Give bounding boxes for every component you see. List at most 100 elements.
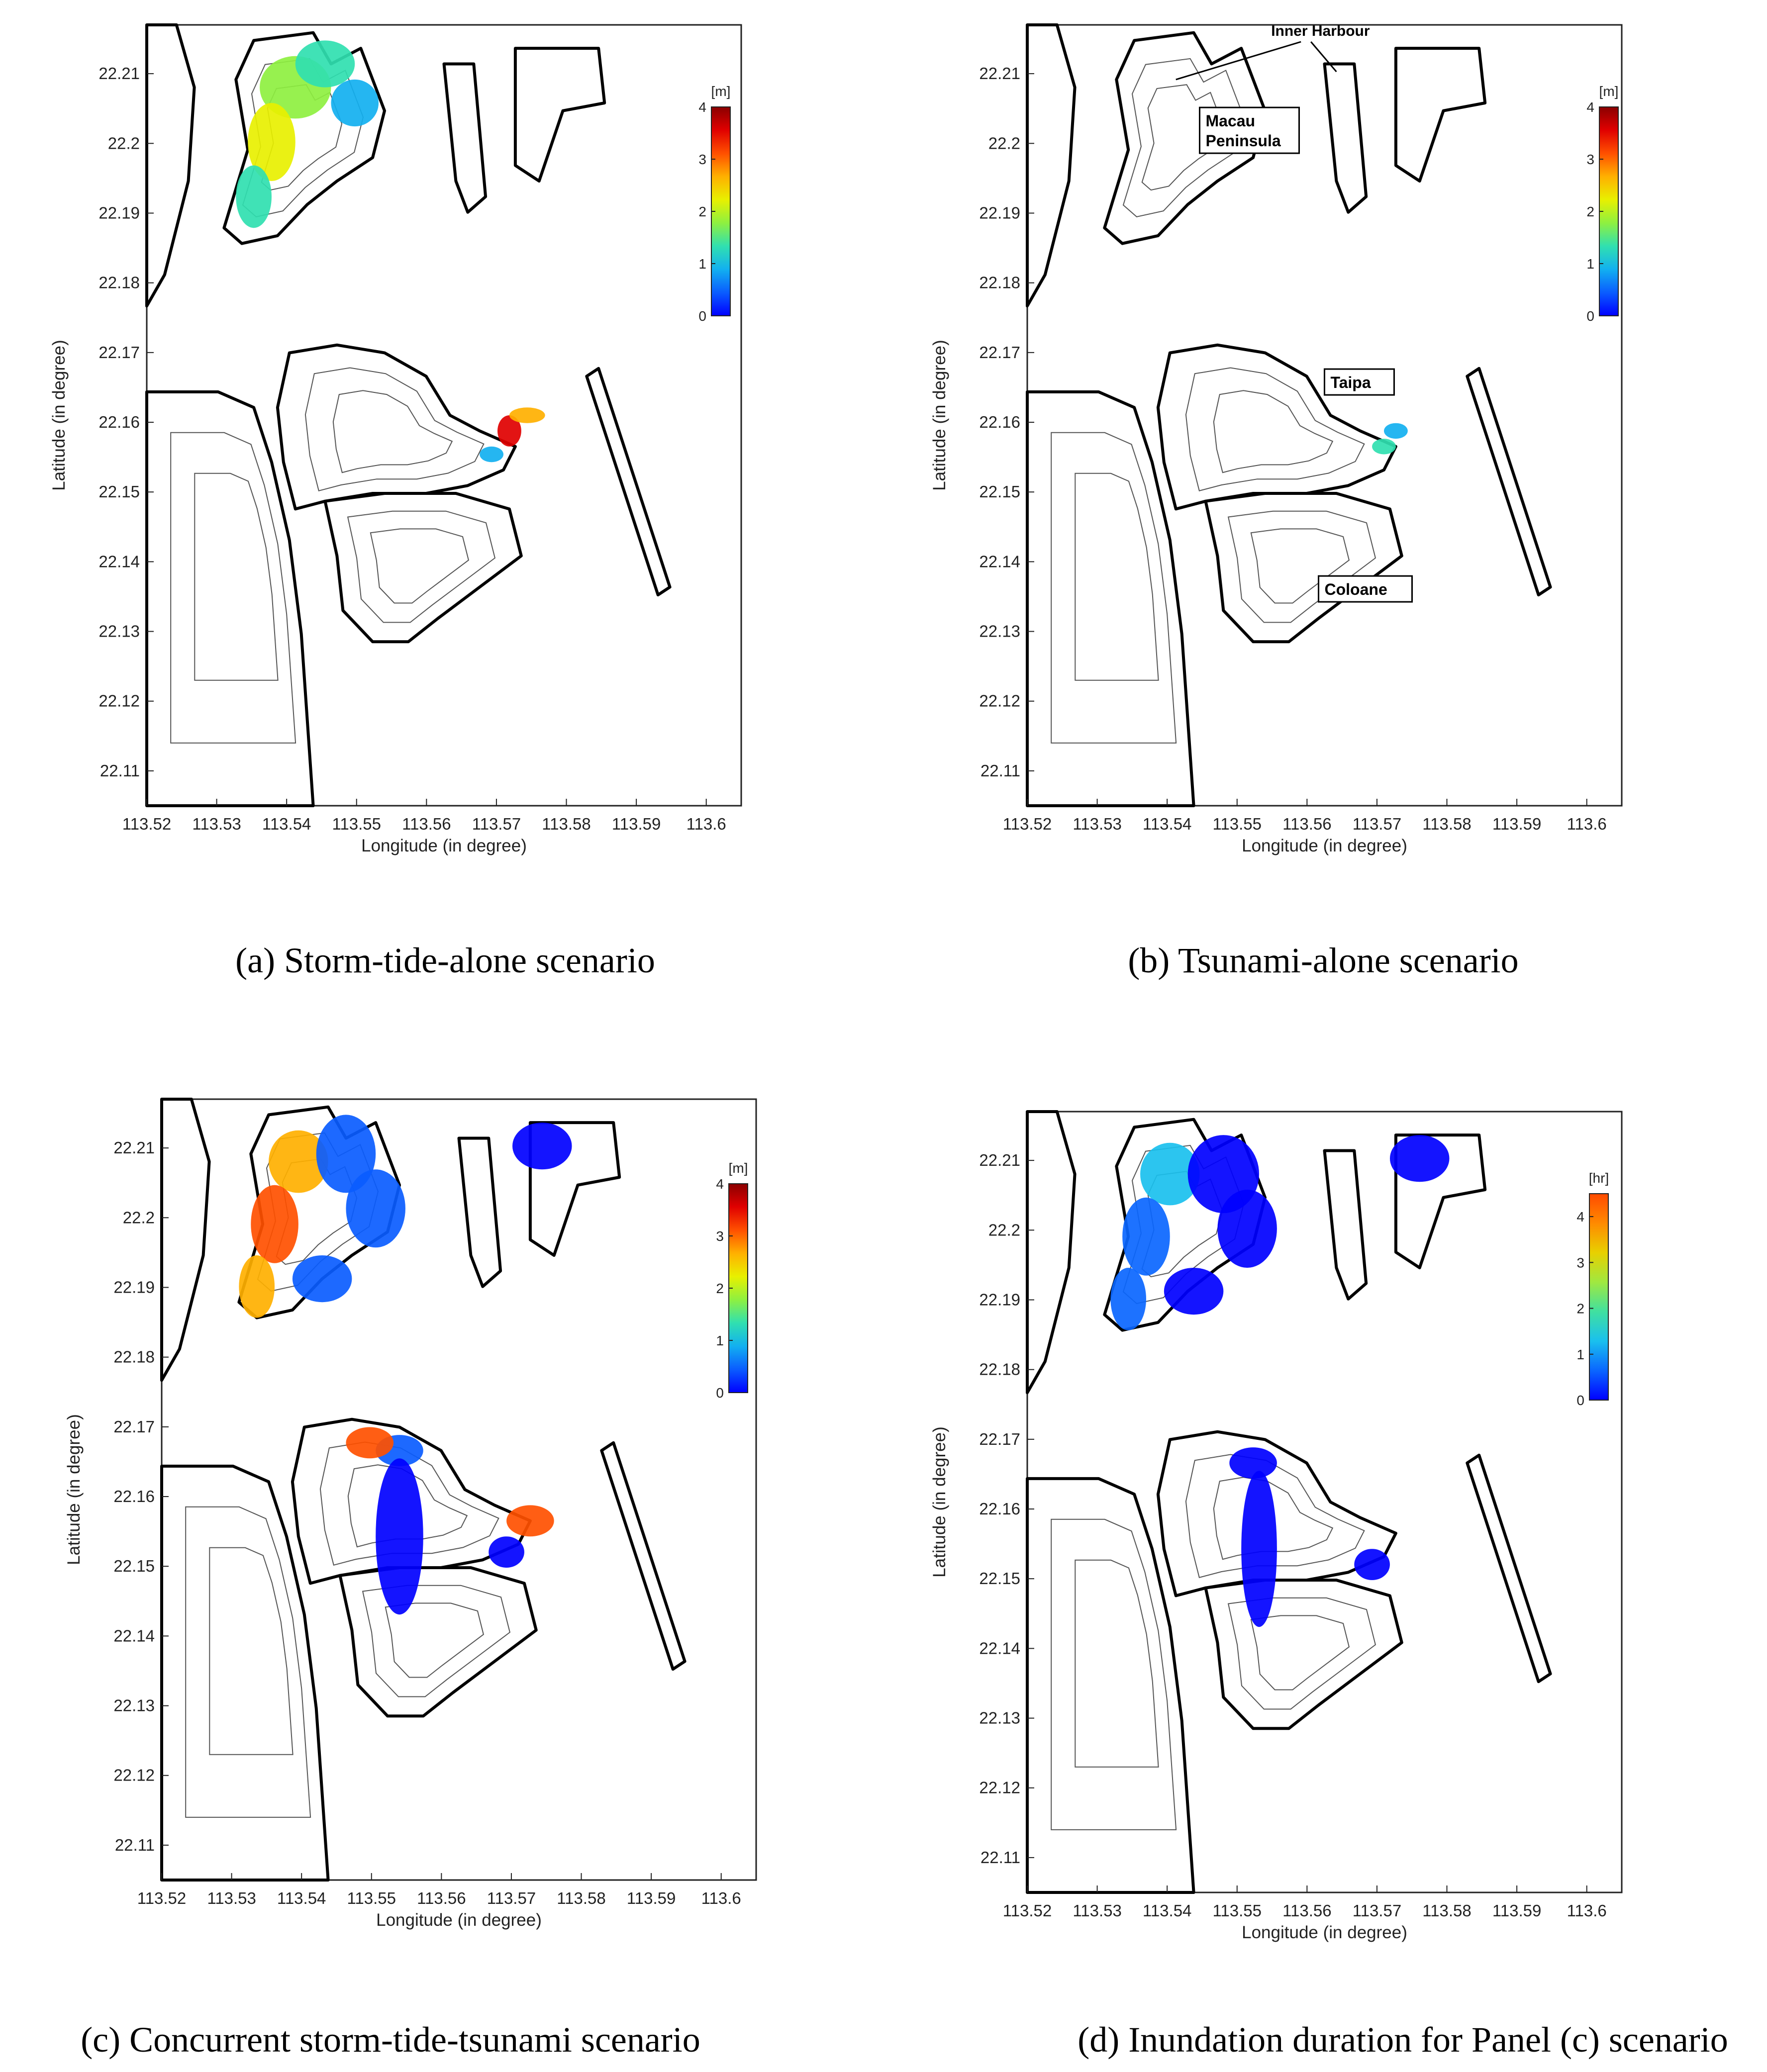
y-axis-label: Latitude (in degree) — [930, 340, 949, 491]
x-tick-label: 113.52 — [122, 815, 171, 833]
inundation-patch — [331, 79, 379, 127]
leader-line — [1176, 41, 1301, 81]
place-label-box — [1318, 575, 1413, 603]
colorbar: [m] 0 1 2 3 4 — [716, 1160, 748, 1401]
y-tick-label: 22.18 — [979, 1360, 1020, 1379]
y-tick-label: 22.2 — [108, 134, 140, 152]
colorbar-tick-label: 1 — [1576, 1347, 1584, 1362]
y-tick-label: 22.13 — [113, 1696, 155, 1715]
colorbar-tick-label: 4 — [716, 1176, 724, 1192]
colorbar-tick-label: 0 — [1576, 1393, 1584, 1408]
colorbar: [hr] 0 1 2 3 4 — [1576, 1170, 1609, 1408]
contour-mainland — [170, 432, 296, 744]
y-tick-label: 22.12 — [98, 692, 140, 710]
y-tick-label: 22.18 — [979, 274, 1020, 292]
colorbar-tick-label: 4 — [1586, 99, 1594, 115]
colorbar-tick-label: 0 — [716, 1385, 724, 1401]
land-taipa — [1156, 1430, 1397, 1598]
inundation-patch — [346, 1169, 405, 1248]
land-airport — [600, 1441, 687, 1671]
y-tick-label: 22.21 — [113, 1138, 155, 1157]
leader-line — [1310, 41, 1337, 73]
y-tick-label: 22.17 — [979, 343, 1020, 362]
x-tick-label: 113.52 — [1003, 815, 1052, 833]
inundation-patch — [292, 1255, 352, 1303]
y-axis: 22.11 22.12 22.13 22.14 22.15 22.16 22.17 22.18… — [979, 64, 1034, 780]
y-tick-label: 22.11 — [100, 761, 140, 780]
y-axis-label: Latitude (in degree) — [930, 1426, 949, 1578]
x-axis: 113.52 113.53 113.54 113.55 113.56 113.57 113.… — [122, 799, 726, 833]
inundation-layer — [1372, 423, 1408, 455]
inundation-patch — [506, 1505, 554, 1537]
contour-coloane — [1227, 1597, 1376, 1710]
x-tick-label: 113.54 — [1143, 1901, 1191, 1920]
place-label-box — [1323, 368, 1395, 396]
x-tick-label: 113.53 — [207, 1889, 256, 1907]
colorbar-unit: [hr] — [1589, 1170, 1609, 1186]
land-pier2 — [1394, 47, 1487, 183]
inundation-layer — [1110, 1135, 1450, 1627]
x-tick-label: 113.57 — [1353, 815, 1401, 833]
land-westcoast — [1026, 23, 1077, 308]
x-tick-label: 113.57 — [487, 1889, 536, 1907]
x-tick-label: 113.58 — [542, 815, 590, 833]
y-tick-label: 22.15 — [979, 1569, 1020, 1588]
colorbar-tick-label: 1 — [698, 256, 706, 272]
colorbar: [m] 0 1 2 3 4 — [698, 84, 731, 324]
colorbar-tick-label: 2 — [716, 1281, 724, 1296]
colorbar-tick-label: 2 — [1576, 1301, 1584, 1317]
y-tick-label: 22.19 — [979, 1290, 1020, 1309]
land-westcoast — [145, 23, 196, 308]
land-westcoast — [1026, 1110, 1077, 1395]
contour-coloane — [370, 528, 470, 604]
inundation-patch — [480, 446, 503, 463]
colorbar-tick-label: 3 — [1576, 1255, 1584, 1270]
inundation-patch — [1140, 1142, 1200, 1206]
x-tick-label: 113.6 — [687, 815, 726, 833]
x-axis: 113.52 113.53 113.54 113.55 113.56 113.57 113.… — [137, 1873, 741, 1907]
place-labels: Macau Peninsula Taipa Coloane Inner Harbour — [1176, 23, 1413, 603]
land-coloane — [323, 492, 523, 644]
x-tick-label: 113.52 — [1003, 1901, 1052, 1920]
panel-a: 113.52 113.53 113.54 113.55 113.56 113.57 113.… — [49, 23, 742, 980]
inundation-patch — [1389, 1135, 1450, 1182]
y-tick-label: 22.17 — [979, 1430, 1020, 1448]
contour-mainland — [194, 472, 279, 681]
x-tick-label: 113.59 — [612, 815, 661, 833]
land-taipa — [276, 343, 517, 511]
contour-mainland — [1051, 1518, 1177, 1830]
inundation-layer — [239, 1115, 572, 1615]
place-label-taipa: Taipa — [1330, 374, 1371, 391]
y-tick-label: 22.2 — [988, 1221, 1020, 1239]
contour-mainland — [1051, 432, 1177, 744]
contour-mainland — [209, 1547, 294, 1755]
y-tick-label: 22.21 — [979, 64, 1020, 83]
x-tick-label: 113.53 — [1073, 1901, 1121, 1920]
x-axis: 113.52 113.53 113.54 113.55 113.56 113.57 113.… — [1003, 1885, 1607, 1920]
y-axis: 22.11 22.12 22.13 22.14 22.15 22.16 22.17 22.18… — [979, 1151, 1034, 1867]
x-tick-label: 113.55 — [1213, 815, 1262, 833]
x-tick-label: 113.54 — [1143, 815, 1191, 833]
inundation-layer — [236, 40, 545, 463]
x-tick-label: 113.57 — [1353, 1901, 1401, 1920]
panel-c: 113.52 113.53 113.54 113.55 113.56 113.57 113.… — [64, 1098, 757, 2060]
land-pier1 — [1323, 62, 1368, 214]
x-tick-label: 113.55 — [332, 815, 381, 833]
x-tick-label: 113.6 — [701, 1889, 741, 1907]
y-tick-label: 22.16 — [98, 413, 140, 431]
land-airport — [1466, 367, 1552, 597]
panel-caption: (a) Storm-tide-alone scenario — [235, 941, 655, 980]
land-airport — [585, 367, 672, 597]
x-tick-label: 113.56 — [402, 815, 451, 833]
y-tick-label: 22.15 — [98, 482, 140, 501]
land-coloane — [1204, 492, 1403, 644]
y-tick-label: 22.15 — [979, 482, 1020, 501]
land-mainland — [160, 1464, 330, 1882]
y-tick-label: 22.16 — [979, 1500, 1020, 1518]
contour-taipa — [332, 390, 453, 473]
y-tick-label: 22.17 — [98, 343, 140, 362]
colorbar-tick-label: 3 — [716, 1228, 724, 1244]
contour-mainland — [1075, 472, 1159, 681]
place-label-coloane: Coloane — [1325, 580, 1387, 598]
